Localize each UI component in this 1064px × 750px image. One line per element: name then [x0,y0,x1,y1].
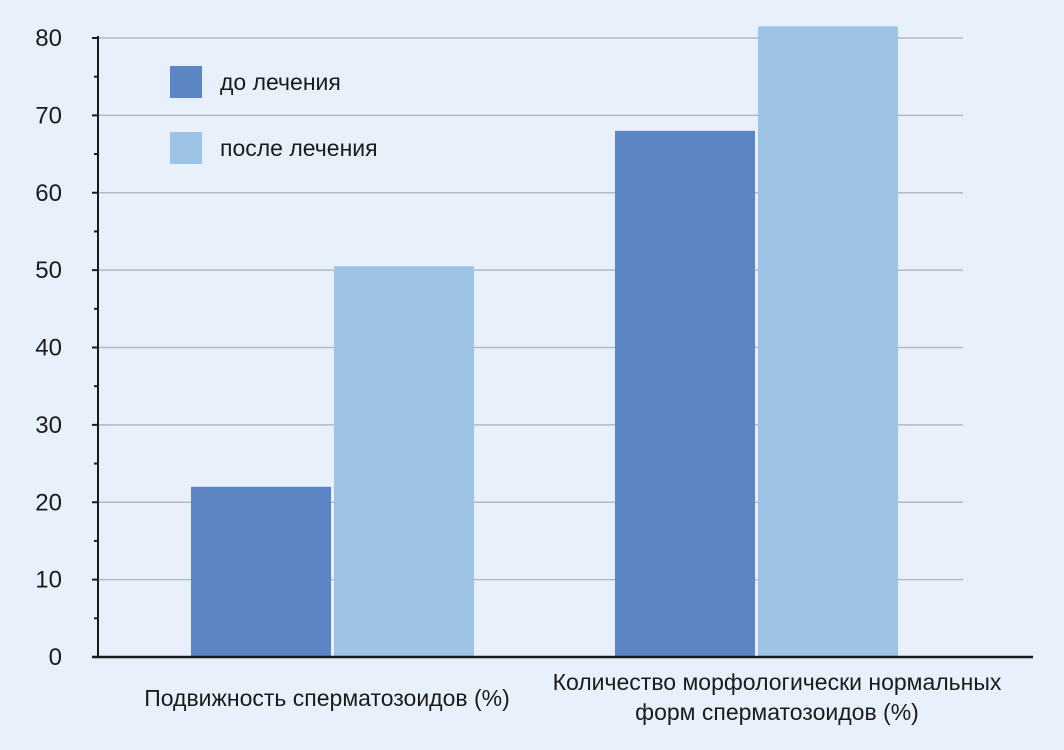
axes [92,36,1033,659]
y-tick-label: 20 [35,489,62,516]
legend-label-after: после лечения [220,135,378,161]
legend-swatch-before [170,66,202,98]
y-tick-label: 50 [35,257,62,284]
bars [191,26,898,658]
y-tick-label: 40 [35,335,62,362]
y-tick-label: 60 [35,180,62,207]
legend-label-before: до лечения [220,69,341,95]
y-tick-labels: 0 10 20 30 40 50 60 70 80 [35,25,62,671]
legend: до лечения после лечения [170,66,378,164]
bar-after-1 [334,266,474,657]
category-label: форм сперматозоидов (%) [635,699,919,725]
y-tick-label: 70 [35,102,62,129]
bar-after-2 [758,26,898,658]
category-label: Количество морфологически нормальных [553,669,1002,695]
y-tick-label: 10 [35,567,62,594]
category-label: Подвижность сперматозоидов (%) [144,685,510,711]
y-tick-label: 80 [35,25,62,52]
category-labels: Подвижность сперматозоидов (%) Количество… [144,669,1002,725]
y-tick-label: 30 [35,412,62,439]
bar-before-1 [191,486,331,657]
bar-before-2 [615,130,755,658]
legend-swatch-after [170,132,202,164]
y-tick-label: 0 [49,644,62,671]
